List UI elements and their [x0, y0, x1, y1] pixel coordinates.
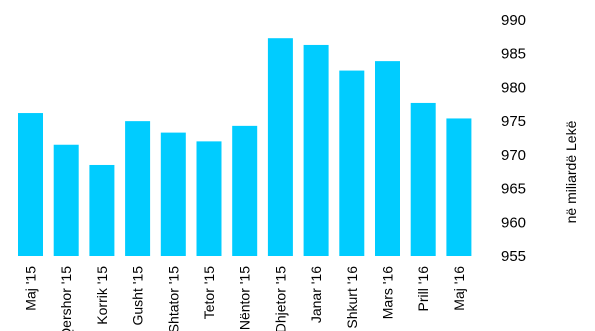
x-tick-label: Tetor '15: [201, 266, 217, 319]
y-tick-label: 990: [501, 12, 526, 29]
y-axis-ticks: 955 960 965 970 975 980 985 990: [501, 12, 526, 265]
x-tick-label: Mars '16: [380, 266, 396, 319]
x-tick-label: Shtator '15: [165, 266, 181, 331]
x-tick-label: Gusht '15: [130, 266, 146, 326]
bar-6: [196, 141, 222, 256]
x-tick-label: Shkurt '16: [344, 266, 360, 329]
y-tick-label: 965: [501, 181, 526, 198]
bar-12: [410, 102, 436, 257]
x-axis-ticks: Maj '15 Qershor '15 Korrik '15 Gusht '15 Sht…: [23, 266, 467, 331]
y-tick-label: 975: [501, 113, 526, 130]
x-tick-label: Maj '15: [23, 266, 39, 311]
bar-2: [53, 144, 79, 256]
bars: [18, 38, 472, 257]
x-tick-label: Prill '16: [415, 266, 431, 312]
bar-1: [18, 113, 43, 257]
bar-8: [267, 38, 293, 256]
x-tick-label: Janar '16: [308, 266, 324, 323]
bar-10: [339, 70, 365, 256]
x-tick-label: Nëntor '15: [237, 266, 253, 330]
x-tick-label: Korrik '15: [94, 266, 110, 325]
y-axis-label: në miliardë Lekë: [563, 120, 579, 223]
bar-13: [446, 118, 472, 257]
bar-4: [125, 121, 151, 257]
bar-9: [303, 44, 329, 256]
x-tick-label: Dhjetor '15: [272, 266, 288, 331]
y-tick-label: 985: [501, 46, 526, 63]
y-tick-label: 955: [501, 248, 526, 265]
x-tick-label: Maj '16: [451, 266, 467, 311]
bar-3: [89, 164, 115, 256]
bar-5: [160, 132, 186, 256]
y-tick-label: 980: [501, 79, 526, 96]
bar-7: [232, 125, 258, 256]
y-tick-label: 970: [501, 147, 526, 164]
y-tick-label: 960: [501, 214, 526, 231]
x-tick-label: Qershor '15: [58, 266, 74, 331]
bar-11: [375, 61, 400, 257]
